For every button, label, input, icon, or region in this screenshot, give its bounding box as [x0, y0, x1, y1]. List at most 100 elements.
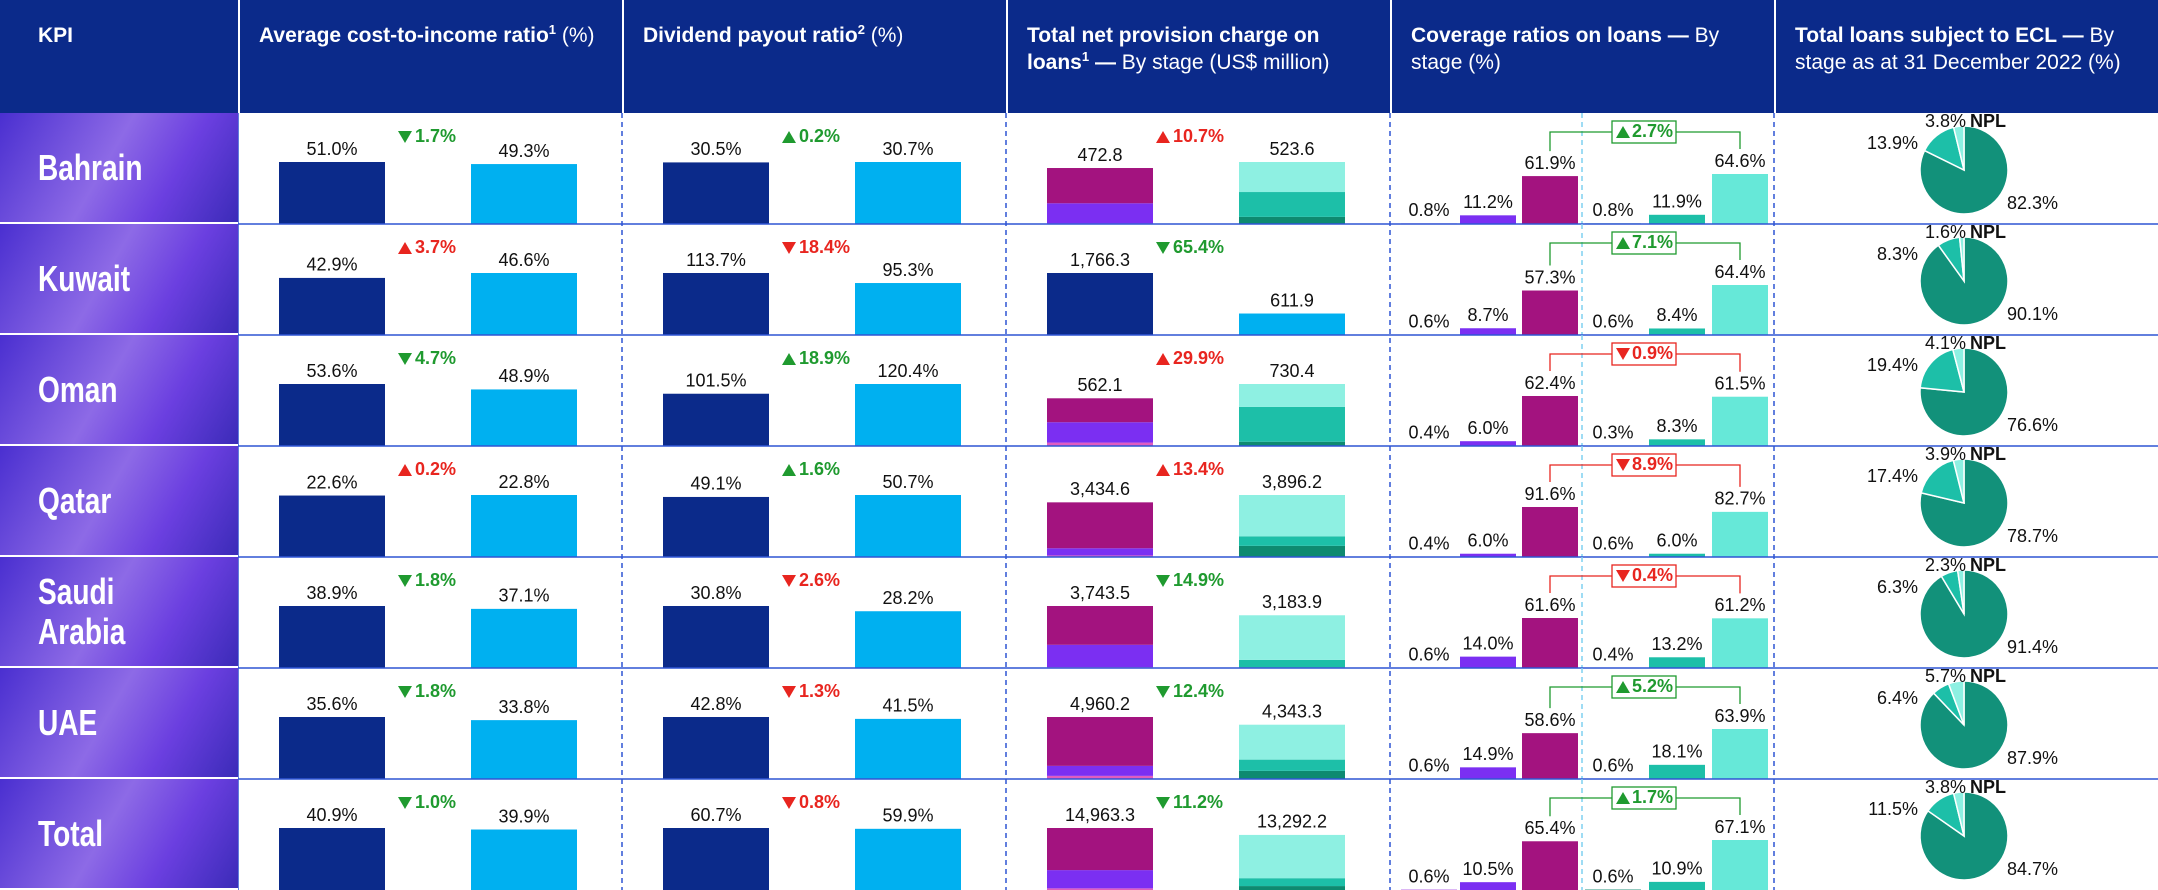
- value-label: 14.9%: [1462, 744, 1513, 764]
- value-label: 46.6%: [498, 250, 549, 270]
- row-label-cell: Oman: [0, 335, 238, 446]
- value-label: 4,960.2: [1070, 694, 1130, 714]
- change-arrow: [782, 686, 796, 698]
- bar: [855, 162, 961, 224]
- pie-label: 3.9%: [1925, 444, 1966, 464]
- bar: [663, 394, 769, 446]
- pie-label: 5.7%: [1925, 666, 1966, 686]
- bracket: [1676, 798, 1740, 815]
- bar: [663, 162, 769, 224]
- pie-label: 4.1%: [1925, 333, 1966, 353]
- npl-label: NPL: [1970, 444, 2006, 464]
- bar: [1712, 512, 1768, 557]
- bar: [279, 162, 385, 224]
- bar: [471, 495, 577, 557]
- value-label: 6.0%: [1467, 418, 1508, 438]
- change-label: 11.2%: [1173, 792, 1223, 812]
- bar-segment: [1047, 766, 1153, 776]
- value-label: 37.1%: [498, 586, 549, 606]
- row-label: Oman: [38, 370, 171, 410]
- change-label: 18.4%: [799, 237, 850, 257]
- value-label: 611.9: [1270, 290, 1314, 310]
- change-label: 1.8%: [415, 570, 456, 590]
- bar: [1522, 733, 1578, 779]
- bar: [1712, 840, 1768, 890]
- change-arrow: [1156, 686, 1170, 698]
- change-label: 0.4%: [1632, 565, 1673, 585]
- pie-label: 19.4%: [1867, 355, 1918, 375]
- table-body: 51.0%49.3%1.7%30.5%30.7%0.2%472.8523.610…: [0, 0, 2158, 890]
- value-label: 30.7%: [882, 139, 933, 159]
- bar: [855, 611, 961, 668]
- value-label: 523.6: [1269, 139, 1314, 159]
- value-label: 8.3%: [1656, 416, 1697, 436]
- value-label: 14,963.3: [1065, 805, 1135, 825]
- change-label: 12.4%: [1173, 681, 1224, 701]
- bracket: [1676, 243, 1740, 260]
- bar: [855, 495, 961, 557]
- bar: [471, 273, 577, 335]
- bar: [471, 609, 577, 668]
- value-label: 91.6%: [1524, 484, 1575, 504]
- bar: [279, 384, 385, 446]
- value-label: 0.6%: [1408, 311, 1449, 331]
- bar-segment: [1047, 203, 1153, 223]
- bar-segment: [1239, 615, 1345, 660]
- change-label: 65.4%: [1173, 237, 1224, 257]
- value-label: 22.6%: [306, 472, 357, 492]
- value-label: 59.9%: [882, 806, 933, 826]
- bracket: [1550, 576, 1612, 593]
- bar: [279, 717, 385, 779]
- change-label: 1.7%: [1632, 787, 1673, 807]
- bar-segment: [1047, 398, 1153, 422]
- value-label: 60.7%: [690, 805, 741, 825]
- change-label: 7.1%: [1632, 232, 1673, 252]
- npl-label: NPL: [1970, 555, 2006, 575]
- bar: [1460, 767, 1516, 779]
- bar: [1649, 657, 1705, 668]
- pie-label: 82.3%: [2007, 193, 2058, 213]
- bar-segment: [1239, 886, 1345, 890]
- change-arrow: [1156, 131, 1170, 143]
- pie-label: 1.6%: [1925, 222, 1966, 242]
- bar: [1649, 215, 1705, 224]
- value-label: 113.7%: [686, 250, 746, 270]
- value-label: 48.9%: [498, 366, 549, 386]
- bracket: [1550, 798, 1612, 816]
- change-label: 3.7%: [415, 237, 456, 257]
- change-label: 1.0%: [415, 792, 456, 812]
- value-label: 63.9%: [1714, 706, 1765, 726]
- value-label: 0.6%: [1592, 533, 1633, 553]
- value-label: 0.6%: [1408, 644, 1449, 664]
- value-label: 3,743.5: [1070, 583, 1130, 603]
- value-label: 39.9%: [498, 806, 549, 826]
- pie-label: 78.7%: [2007, 526, 2058, 546]
- bar: [855, 829, 961, 890]
- bar: [471, 830, 577, 890]
- change-arrow: [1156, 464, 1170, 476]
- change-arrow: [1156, 353, 1170, 365]
- bracket: [1676, 465, 1740, 487]
- value-label: 8.7%: [1467, 305, 1508, 325]
- value-label: 3,183.9: [1262, 592, 1322, 612]
- change-arrow: [1156, 242, 1170, 254]
- bar: [279, 606, 385, 668]
- value-label: 65.4%: [1524, 818, 1575, 838]
- bar: [855, 384, 961, 446]
- row-label-cell: Qatar: [0, 446, 238, 557]
- value-label: 10.5%: [1462, 859, 1513, 879]
- change-arrow: [1156, 575, 1170, 587]
- value-label: 38.9%: [306, 583, 357, 603]
- bar: [1460, 882, 1516, 890]
- bar-segment: [1047, 645, 1153, 667]
- value-label: 95.3%: [882, 260, 933, 280]
- bar-segment: [1047, 548, 1153, 555]
- bar: [663, 273, 769, 335]
- value-label: 0.8%: [1592, 200, 1633, 220]
- bar: [663, 717, 769, 779]
- value-label: 41.5%: [882, 696, 933, 716]
- value-label: 10.9%: [1651, 859, 1702, 879]
- bar: [663, 606, 769, 668]
- value-label: 51.0%: [306, 139, 357, 159]
- pie-label: 6.3%: [1877, 577, 1918, 597]
